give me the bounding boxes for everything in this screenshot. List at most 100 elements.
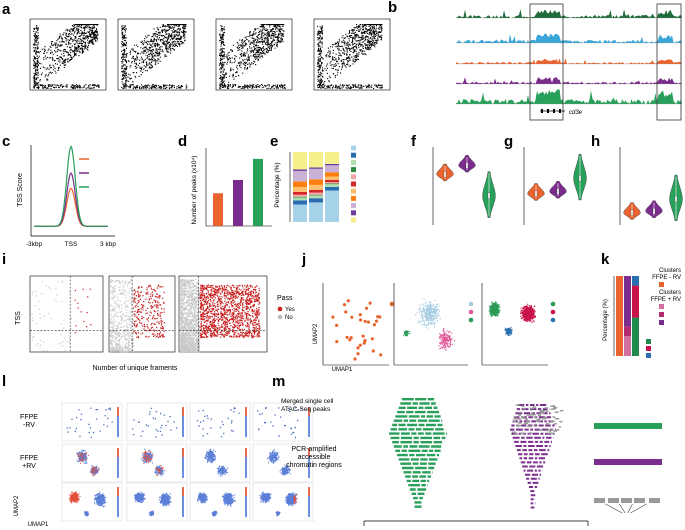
j-legend-dot [550, 317, 556, 323]
violin-box [556, 188, 560, 195]
m-fresh-fragments [389, 398, 447, 508]
panel-b: b cd3e [388, 0, 682, 121]
l-frame [189, 402, 251, 442]
a-scatter-points [33, 24, 100, 90]
m-left-sub-1: PCR-amplified [291, 446, 336, 453]
e-segment-promoter-3 [325, 184, 339, 187]
m-ffpe-fragments [510, 404, 556, 509]
l-frame [61, 402, 123, 442]
i-scatter-3 [178, 275, 268, 353]
e-legend-swatch [351, 159, 356, 165]
l-points-low [267, 449, 291, 476]
i-scatter-1 [29, 275, 104, 353]
e-segment-distal-intergenic [293, 152, 307, 170]
l-scalebar-high [117, 448, 119, 457]
l-scalebar [245, 487, 247, 517]
e-segment-promoter-1 [309, 202, 323, 222]
i-points-fail [110, 279, 135, 353]
e-segment-other-exon [293, 187, 307, 192]
l-points-low [134, 491, 172, 517]
l-xlabel: UMAP1 [28, 522, 49, 528]
l-featureplot-vcam1-2 [252, 443, 314, 483]
k-legend-swatch [659, 312, 664, 317]
l-scalebar-high [182, 448, 184, 457]
j-umap-1 [322, 283, 395, 366]
e-segment-promoter-1 [325, 190, 339, 222]
e-ylabel: Percentage (%) [274, 162, 281, 207]
j-umap-2 [393, 283, 474, 366]
l-points-low [197, 492, 236, 517]
i-pass-no: No [285, 315, 293, 321]
b-track-4 [456, 77, 682, 85]
i-pass-no-dot [277, 314, 283, 320]
l-scalebar-high [117, 407, 119, 416]
l-points-high [142, 450, 164, 476]
j-legend-dot [468, 301, 474, 307]
e-segment-1st-exon [325, 180, 339, 183]
k-segment-3-3 [632, 276, 639, 286]
panel-g: g [504, 133, 587, 225]
panel-j: j UMAP2 UMAP1 [301, 251, 556, 373]
c-xtick-2: 3 kbp [100, 241, 116, 248]
l-ylabel: UMAP2 [14, 495, 20, 516]
m-ffpe-unamplified [511, 404, 564, 435]
j-xlabel: UMAP1 [332, 367, 353, 373]
violin-box [674, 195, 678, 203]
c-xtick-0: -3kbp [26, 241, 43, 248]
k-ylabel: Percentage (%) [603, 299, 609, 341]
l-points-low [259, 491, 298, 517]
k-segment-3-2 [632, 285, 639, 318]
l-scalebar-high [245, 407, 247, 416]
l-points-high [293, 494, 298, 504]
panel-letter-f: f [411, 133, 417, 150]
violin-box [534, 190, 538, 197]
panel-i: i TSS Number of unique framents Pass Yes… [2, 251, 295, 372]
b-gene-exon [547, 109, 549, 113]
b-gene-exon [553, 109, 555, 113]
l-featureplot-cd19-3 [61, 482, 123, 522]
l-scalebar-high [117, 487, 119, 496]
b-highlight-box-2 [656, 3, 682, 121]
l-frame [189, 482, 251, 522]
l-featureplot-tppp3-2 [189, 443, 251, 483]
panel-letter-c: c [2, 133, 10, 150]
e-segment-5-utr [325, 183, 339, 185]
e-segment-1st-intron [325, 172, 339, 177]
l-scalebar [245, 448, 247, 478]
violin-box [487, 192, 491, 199]
e-legend-swatch [351, 188, 356, 194]
l-featureplot-cd19-1 [61, 402, 123, 442]
i-frame [178, 275, 268, 353]
k-legend-a-title-1: Clusters [659, 268, 681, 274]
panel-d: d Number of peaks (x10⁴) [178, 133, 272, 227]
l-scalebar-high [308, 487, 310, 496]
k-legend-a-title-2: FFPE - RV [652, 275, 681, 281]
l-featureplot-cd3e-2 [126, 443, 188, 483]
e-segment-distal-intergenic [309, 152, 323, 168]
l-scalebar-high [245, 448, 247, 457]
l-frame [126, 482, 188, 522]
i-xlabel: Number of unique framents [93, 365, 178, 372]
j-points-myeloid [504, 326, 513, 337]
e-segment-promoter-2 [309, 198, 323, 203]
panel-e: e Percentage (%) [270, 133, 356, 223]
l-featureplot-tppp3-3 [189, 482, 251, 522]
e-legend-swatch [351, 181, 356, 187]
l-featureplot-vcam1-3 [252, 482, 314, 522]
l-scalebar-high [308, 448, 310, 457]
violin-box [652, 207, 656, 215]
j-points-b-cells [519, 303, 537, 323]
e-segment-1st-intron [293, 181, 307, 187]
i-ylabel: TSS [15, 311, 22, 325]
m-break-pointer [630, 503, 647, 514]
b-highlight-box-1 [529, 3, 564, 121]
c-ylabel: TSS Score [17, 173, 24, 207]
l-featureplot-cd3e-1 [126, 402, 188, 442]
j-points-c2 [438, 328, 455, 351]
e-segment-3-utr [309, 192, 323, 195]
j-legend-dot [550, 301, 556, 307]
l-frame [61, 443, 123, 483]
b-gene-exon [559, 109, 561, 113]
k-segment-2-3 [624, 276, 631, 327]
k-legend-swatch [646, 339, 651, 344]
